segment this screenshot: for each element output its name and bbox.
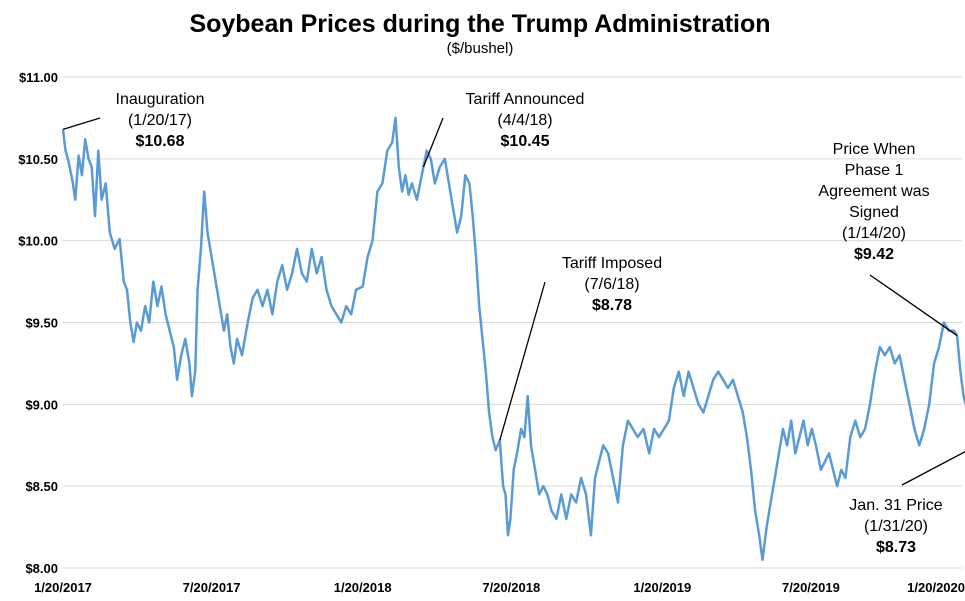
annotation-value: $9.42 <box>854 246 894 263</box>
annotation: Inauguration (1/20/17) $10.68 <box>116 91 205 150</box>
y-tick-label: $9.00 <box>25 397 58 412</box>
annotation-label: Jan. 31 Price <box>849 497 942 514</box>
annotation-label: (1/31/20) <box>864 518 928 535</box>
annotation-label: (1/20/17) <box>128 112 192 129</box>
annotation-value: $8.73 <box>876 539 916 556</box>
y-tick-label: $10.00 <box>18 234 58 249</box>
y-axis: $8.00 $8.50 $9.00 $9.50 $10.00 $10.50 $11.00 <box>18 70 58 576</box>
annotation-label: Phase 1 <box>845 162 904 179</box>
y-tick-label: $11.00 <box>19 70 58 85</box>
y-tick-label: $9.50 <box>25 316 58 331</box>
annotation-leader-line <box>869 274 958 337</box>
x-tick-label: 1/20/2020 <box>907 580 965 595</box>
x-tick-label: 1/20/2017 <box>34 580 92 595</box>
annotation-leader-line <box>62 117 101 130</box>
annotation-value: $10.68 <box>136 133 185 150</box>
annotation-leader-line <box>901 450 965 486</box>
x-tick-label: 7/20/2019 <box>782 580 840 595</box>
annotation: Tariff Announced (4/4/18) $10.45 <box>466 91 585 150</box>
chart-title: Soybean Prices during the Trump Administ… <box>189 10 770 38</box>
chart-subtitle: ($/bushel) <box>447 40 514 57</box>
annotation: Jan. 31 Price (1/31/20) $8.73 <box>849 497 942 556</box>
annotation-label: Price When <box>833 141 916 158</box>
x-tick-label: 1/20/2018 <box>334 580 392 595</box>
annotations: Inauguration (1/20/17) $10.68 Tariff Announ… <box>62 91 965 556</box>
annotation-value: $8.78 <box>592 297 632 314</box>
annotation-leader-line <box>422 117 444 168</box>
annotation-label: (4/4/18) <box>497 112 552 129</box>
x-axis: 1/20/2017 7/20/2017 1/20/2018 7/20/2018 1/20… <box>34 580 965 595</box>
annotation-label: (7/6/18) <box>584 276 639 293</box>
price-series <box>61 116 965 562</box>
price-line <box>61 116 965 562</box>
y-tick-label: $8.00 <box>25 561 58 576</box>
annotation-label: Agreement was <box>818 183 929 200</box>
annotation-label: (1/14/20) <box>842 225 906 242</box>
x-tick-label: 7/20/2017 <box>183 580 241 595</box>
x-tick-label: 7/20/2018 <box>482 580 540 595</box>
annotation-label: Tariff Imposed <box>562 255 662 272</box>
annotation-label: Tariff Announced <box>466 91 585 108</box>
annotation-label: Signed <box>849 204 899 221</box>
x-tick-label: 1/20/2019 <box>633 580 691 595</box>
y-tick-label: $10.50 <box>18 152 58 167</box>
annotation: Tariff Imposed (7/6/18) $8.78 <box>562 255 662 314</box>
annotation-value: $10.45 <box>501 133 550 150</box>
annotation-label: Inauguration <box>116 91 205 108</box>
y-tick-label: $8.50 <box>25 479 58 494</box>
gridlines <box>63 76 962 569</box>
annotation: Price When Phase 1 Agreement was Signed (1/1… <box>818 141 929 263</box>
annotation-leader-line <box>499 281 546 441</box>
